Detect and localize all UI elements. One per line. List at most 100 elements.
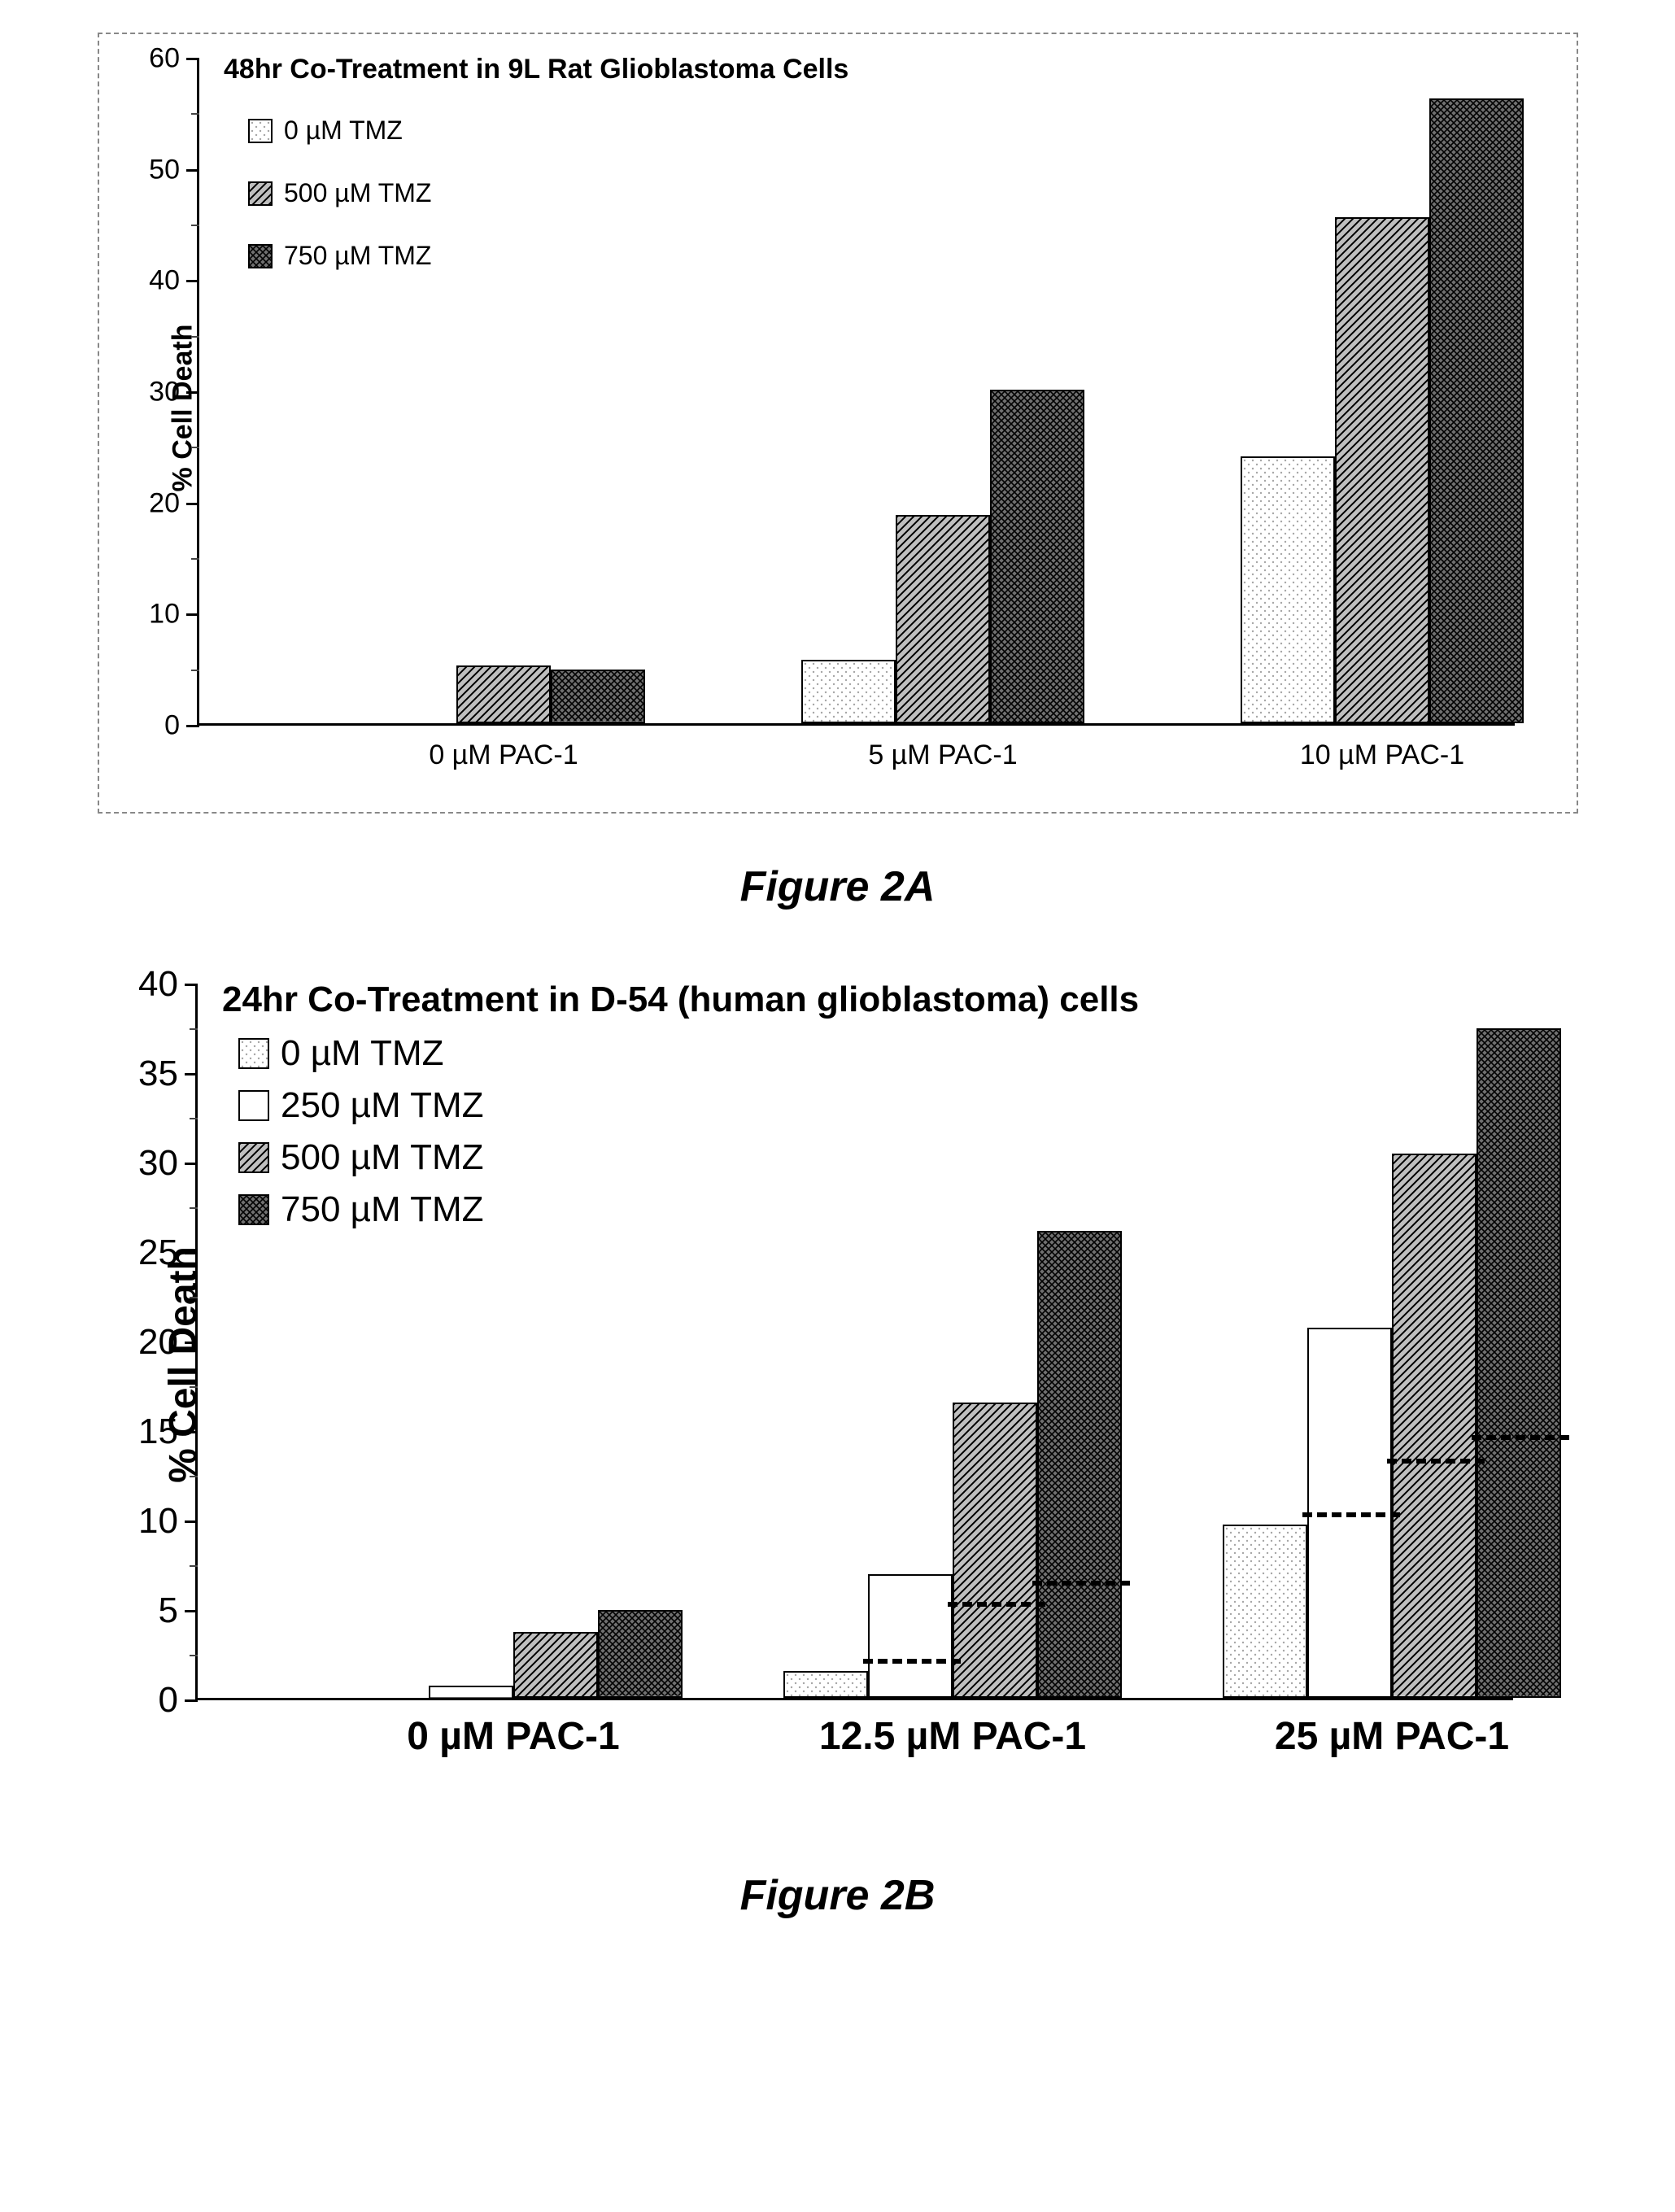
figure-a-y-tick-label: 10 [149, 599, 180, 630]
figure-b-y-tick-minor [190, 1386, 198, 1388]
figure-a-bar [990, 390, 1084, 723]
figure-b-y-tick-minor [190, 1028, 198, 1030]
figure-b-y-tick-label: 0 [159, 1680, 178, 1721]
figure-b-bar [868, 1574, 953, 1698]
figure-a-y-tick [186, 169, 199, 172]
figure-a-ylabel: % Cell Death [167, 325, 198, 492]
figure-b-bar [598, 1610, 683, 1698]
figure-a-bar [896, 515, 990, 723]
figure-a-legend-label: 500 µM TMZ [284, 178, 431, 208]
figure-b-y-tick-minor [190, 1118, 198, 1119]
figure-b-y-tick-label: 10 [138, 1501, 178, 1542]
figure-b-legend-label: 500 µM TMZ [281, 1137, 483, 1178]
figure-b-bar [1307, 1328, 1392, 1698]
figure-a-plot-area: 48hr Co-Treatment in 9L Rat Glioblastoma… [197, 59, 1515, 726]
figure-a-y-tick-minor [191, 447, 199, 448]
figure-a-bar [1429, 98, 1524, 723]
figure-b-x-label: 25 µM PAC-1 [1275, 1714, 1509, 1759]
figure-b-y-tick [185, 1610, 198, 1612]
figure-b-bar [953, 1403, 1037, 1698]
figure-a-y-tick-minor [191, 113, 199, 115]
figure-b-legend-swatch [238, 1038, 269, 1069]
figure-a-bar [801, 660, 896, 723]
page: % Cell Death 48hr Co-Treatment in 9L Rat… [0, 0, 1675, 2212]
figure-a-bar-group [1241, 98, 1524, 723]
figure-b-y-tick [185, 1342, 198, 1344]
figure-a-legend-swatch [248, 244, 273, 268]
figure-a-bar-group [362, 665, 645, 723]
figure-b-bar [429, 1686, 513, 1698]
figure-a-caption: Figure 2A [98, 862, 1577, 911]
figure-b-additive-line [1387, 1459, 1485, 1464]
figure-b-y-tick-label: 35 [138, 1054, 178, 1094]
figure-a-bar-group [801, 390, 1084, 723]
figure-b-legend-item: 250 µM TMZ [238, 1085, 483, 1126]
figure-b-additive-line [1302, 1512, 1400, 1517]
figure-b-bar [1392, 1154, 1477, 1698]
figure-a-x-label: 5 µM PAC-1 [868, 740, 1017, 771]
figure-b-legend-swatch [238, 1194, 269, 1225]
figure-b-y-tick-minor [190, 1655, 198, 1656]
figure-b-container: % Cell Death 24hr Co-Treatment in D-54 (… [98, 984, 1578, 1765]
figure-a-bar [551, 670, 645, 723]
figure-b-title: 24hr Co-Treatment in D-54 (human gliobla… [222, 979, 1139, 1020]
figure-b-y-tick-minor [190, 1207, 198, 1209]
figure-a-legend-item: 750 µM TMZ [248, 241, 431, 271]
figure-a-y-tick-label: 20 [149, 487, 180, 519]
figure-b-bar [1477, 1028, 1561, 1698]
figure-b-bar-group [1223, 1028, 1561, 1698]
figure-b-legend-swatch [238, 1142, 269, 1173]
figure-b-legend-label: 250 µM TMZ [281, 1085, 483, 1126]
figure-b-additive-line [1032, 1581, 1130, 1586]
figure-b-chart: % Cell Death 24hr Co-Treatment in D-54 (… [195, 984, 1578, 1765]
figure-b-y-tick-label: 40 [138, 964, 178, 1005]
figure-b-y-tick [185, 1520, 198, 1523]
figure-b-x-label: 0 µM PAC-1 [407, 1714, 619, 1759]
figure-b-y-tick [185, 984, 198, 986]
figure-a-y-tick [186, 280, 199, 282]
figure-a-y-tick-minor [191, 558, 199, 560]
figure-b-legend-swatch [238, 1090, 269, 1121]
figure-b-y-tick-minor [190, 1297, 198, 1298]
figure-a-y-tick-label: 50 [149, 154, 180, 185]
figure-b-bar [1223, 1525, 1307, 1698]
figure-b-y-tick-label: 5 [159, 1590, 178, 1631]
figure-a-bar [456, 665, 551, 723]
figure-a-y-tick-label: 0 [164, 710, 180, 742]
figure-b-legend-label: 0 µM TMZ [281, 1033, 444, 1074]
figure-a-x-label: 10 µM PAC-1 [1300, 740, 1464, 771]
figure-a-y-tick [186, 58, 199, 60]
figure-b-y-tick-minor [190, 1565, 198, 1567]
figure-a-bar [1241, 456, 1335, 723]
figure-a-legend: 0 µM TMZ 500 µM TMZ 750 µM TMZ [248, 116, 431, 303]
figure-a-legend-label: 750 µM TMZ [284, 241, 431, 271]
figure-a-y-tick [186, 391, 199, 394]
figure-b-plot-area: 24hr Co-Treatment in D-54 (human gliobla… [195, 984, 1513, 1700]
figure-b-legend-item: 750 µM TMZ [238, 1189, 483, 1230]
figure-a-y-tick [186, 503, 199, 505]
figure-b-bar [1037, 1231, 1122, 1698]
figure-b-y-tick-minor [190, 1476, 198, 1477]
figure-a-legend-item: 500 µM TMZ [248, 178, 431, 208]
figure-b-y-tick-label: 15 [138, 1411, 178, 1452]
figure-a-y-tick [186, 725, 199, 727]
figure-b-y-tick [185, 1699, 198, 1702]
figure-b-legend-label: 750 µM TMZ [281, 1189, 483, 1230]
figure-b-bar-group [344, 1610, 683, 1698]
figure-b-legend-item: 500 µM TMZ [238, 1137, 483, 1178]
figure-b-bar [783, 1671, 868, 1698]
figure-a-legend-swatch [248, 181, 273, 206]
figure-b-y-tick-label: 30 [138, 1143, 178, 1184]
figure-b-y-tick-label: 20 [138, 1322, 178, 1363]
figure-b-additive-line [948, 1602, 1045, 1607]
figure-b-y-tick-label: 25 [138, 1233, 178, 1273]
figure-a-y-tick-label: 60 [149, 43, 180, 75]
figure-a-title: 48hr Co-Treatment in 9L Rat Glioblastoma… [224, 54, 848, 85]
figure-b-x-label: 12.5 µM PAC-1 [819, 1714, 1086, 1759]
figure-a-legend-label: 0 µM TMZ [284, 116, 403, 146]
figure-b-y-tick [185, 1073, 198, 1075]
figure-a-y-tick-minor [191, 225, 199, 226]
figure-b-y-tick [185, 1163, 198, 1165]
figure-a-x-label: 0 µM PAC-1 [429, 740, 578, 771]
figure-a-legend-item: 0 µM TMZ [248, 116, 431, 146]
